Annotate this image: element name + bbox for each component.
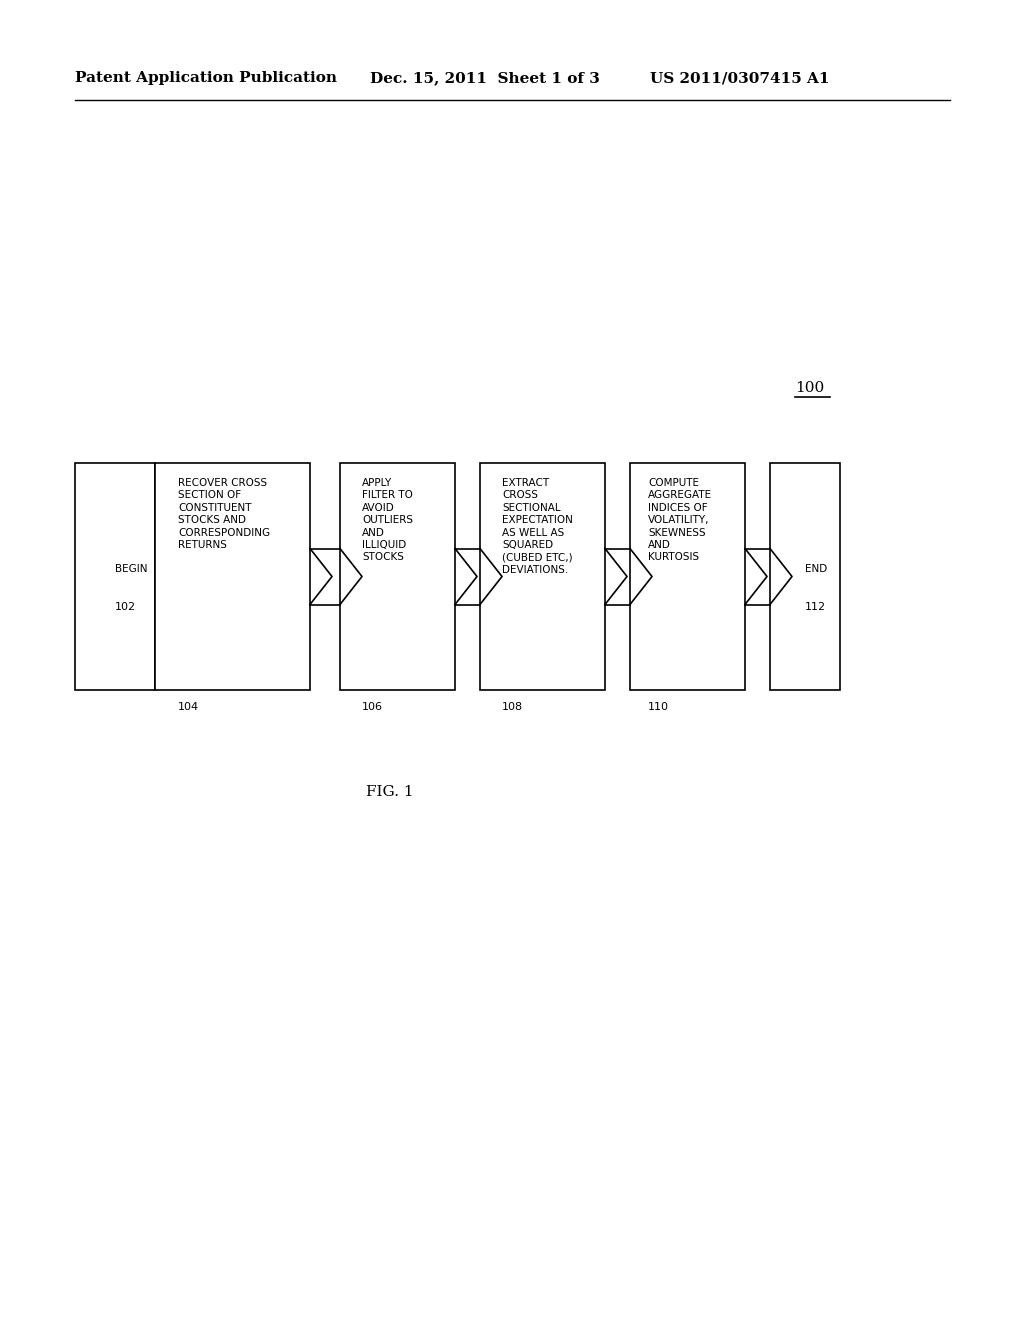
Bar bbox=[155, 463, 310, 690]
Text: US 2011/0307415 A1: US 2011/0307415 A1 bbox=[650, 71, 829, 84]
Text: END: END bbox=[805, 564, 827, 573]
Text: APPLY
FILTER TO
AVOID
OUTLIERS
AND
ILLIQUID
STOCKS: APPLY FILTER TO AVOID OUTLIERS AND ILLIQ… bbox=[362, 478, 413, 562]
Text: FIG. 1: FIG. 1 bbox=[367, 785, 414, 799]
Text: 110: 110 bbox=[648, 702, 669, 711]
Text: 108: 108 bbox=[502, 702, 523, 711]
Text: 112: 112 bbox=[805, 602, 826, 611]
Text: BEGIN: BEGIN bbox=[115, 564, 147, 573]
Text: 100: 100 bbox=[795, 381, 824, 395]
Bar bbox=[75, 463, 155, 690]
Text: RECOVER CROSS
SECTION OF
CONSTITUENT
STOCKS AND
CORRESPONDING
RETURNS: RECOVER CROSS SECTION OF CONSTITUENT STO… bbox=[178, 478, 270, 550]
Text: EXTRACT
CROSS
SECTIONAL
EXPECTATION
AS WELL AS
SQUARED
(CUBED ETC,)
DEVIATIONS.: EXTRACT CROSS SECTIONAL EXPECTATION AS W… bbox=[502, 478, 572, 574]
Text: Patent Application Publication: Patent Application Publication bbox=[75, 71, 337, 84]
Text: Dec. 15, 2011  Sheet 1 of 3: Dec. 15, 2011 Sheet 1 of 3 bbox=[370, 71, 600, 84]
Text: 102: 102 bbox=[115, 602, 136, 611]
Bar bbox=[340, 463, 455, 690]
Bar bbox=[480, 463, 605, 690]
Bar bbox=[770, 463, 840, 690]
Text: 106: 106 bbox=[362, 702, 383, 711]
Text: COMPUTE
AGGREGATE
INDICES OF
VOLATILITY,
SKEWNESS
AND
KURTOSIS: COMPUTE AGGREGATE INDICES OF VOLATILITY,… bbox=[648, 478, 712, 562]
Text: 104: 104 bbox=[178, 702, 199, 711]
Bar bbox=[630, 463, 745, 690]
